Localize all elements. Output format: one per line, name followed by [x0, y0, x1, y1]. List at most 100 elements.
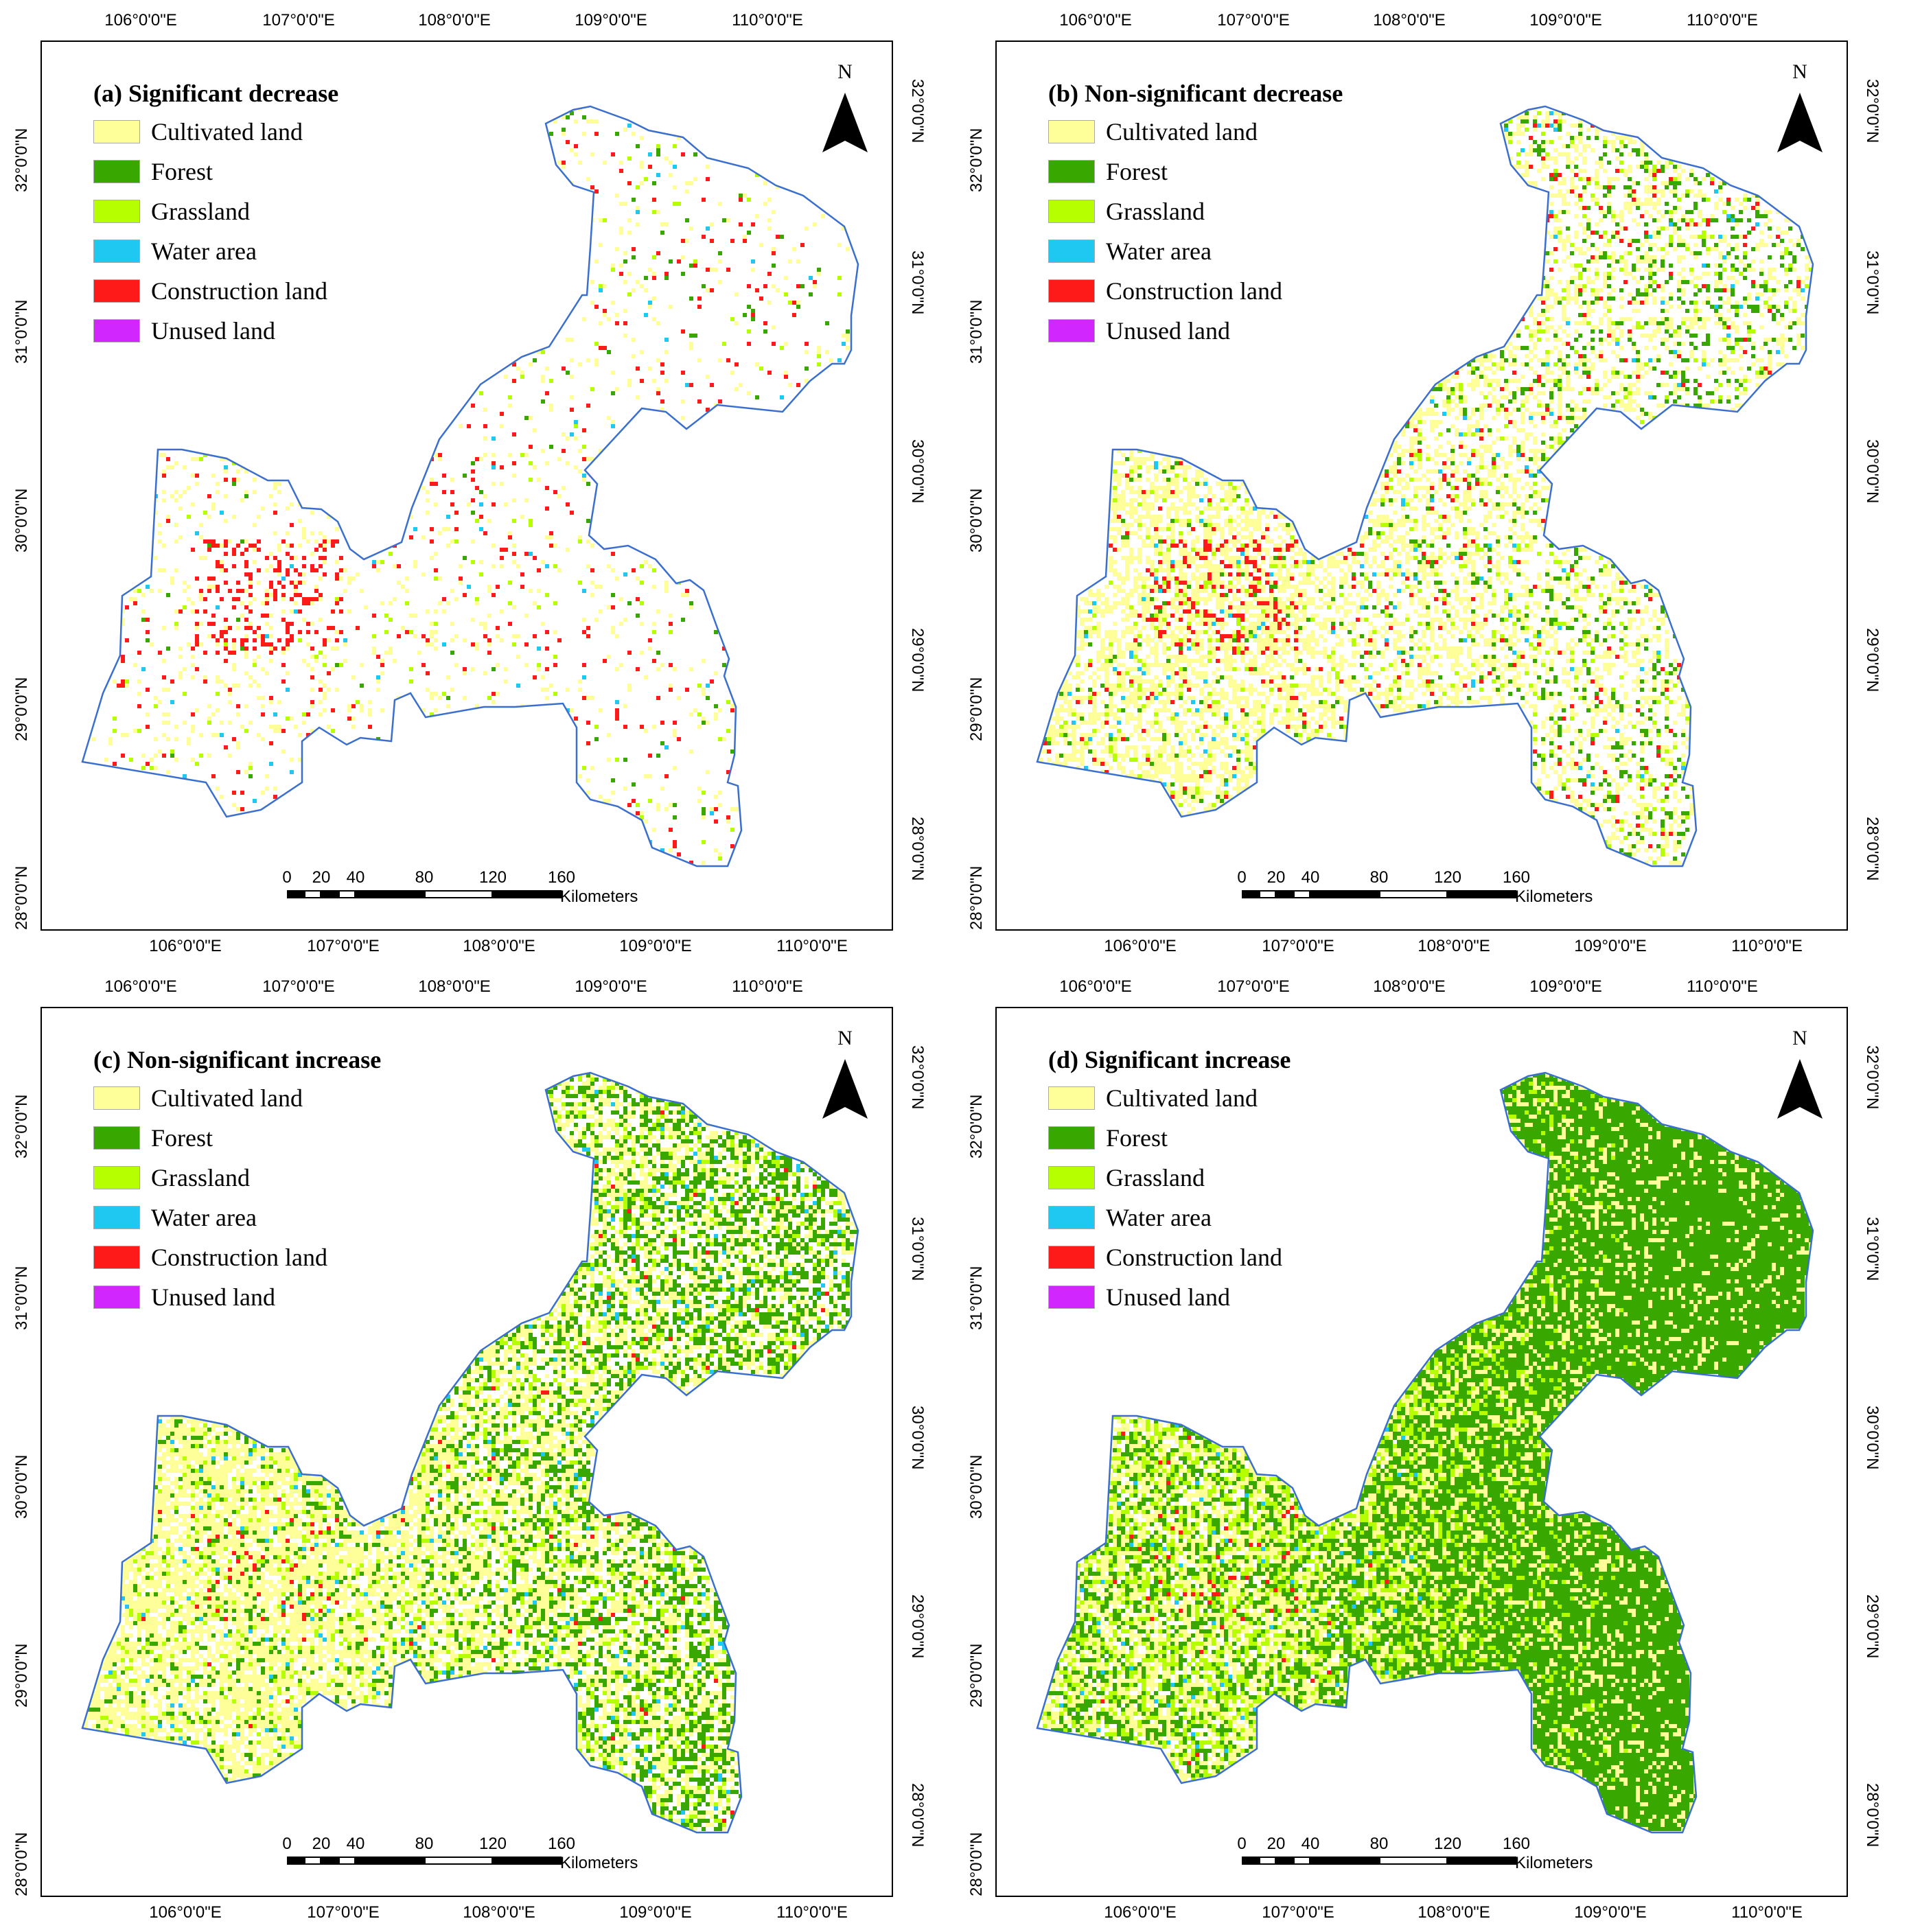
legend-label: Construction land — [1106, 277, 1282, 305]
scale-segment — [356, 1857, 424, 1865]
north-arrow-icon — [1777, 93, 1823, 152]
panel-title: (c) Non-significant increase — [93, 1045, 381, 1074]
scale-segment — [1242, 890, 1259, 898]
longitude-tick-top: 110°0'0"E — [732, 977, 803, 997]
longitude-tick-top: 109°0'0"E — [575, 977, 647, 997]
legend: (a) Significant decrease Cultivated land F… — [93, 79, 338, 351]
legend-swatch-grassland — [1048, 200, 1095, 223]
legend-swatch-forest — [1048, 1126, 1095, 1150]
north-letter: N — [821, 62, 869, 82]
scale-number: 120 — [479, 1835, 507, 1854]
latitude-tick-right: 30°0'0"N — [907, 439, 927, 503]
scale-bar: 0 20 40 80 120 160 Kilometers — [1237, 868, 1593, 909]
latitude-tick-left: 29°0'0"N — [12, 677, 32, 741]
latitude-tick-left: 28°0'0"N — [12, 1832, 32, 1896]
latitude-tick-left: 29°0'0"N — [967, 677, 986, 741]
legend-item-grassland: Grassland — [1048, 191, 1343, 231]
legend-item-unused: Unused land — [1048, 1277, 1291, 1317]
longitude-tick-top: 109°0'0"E — [575, 11, 647, 30]
scale-segment — [321, 890, 338, 898]
land-change-pixels — [1039, 107, 1813, 865]
scale-unit-label: Kilometers — [1515, 1854, 1593, 1873]
legend-item-cultivated: Cultivated land — [93, 1078, 381, 1118]
map-panel-c: N 106°0'0"E 107°0'0"E 108°0'0"E 109°0'0"E 110… — [0, 966, 954, 1932]
latitude-tick-left: 30°0'0"N — [12, 1455, 32, 1519]
scale-number: 160 — [548, 868, 575, 887]
scale-number: 40 — [1301, 868, 1320, 887]
scale-number: 20 — [312, 868, 331, 887]
legend-item-grassland: Grassland — [93, 1158, 381, 1198]
longitude-tick-bottom: 109°0'0"E — [1574, 937, 1646, 956]
scale-segment — [1259, 890, 1276, 898]
legend-swatch-water — [1048, 1206, 1095, 1229]
north-letter: N — [1776, 1028, 1824, 1049]
north-letter: N — [821, 1028, 869, 1049]
land-change-pixels — [1039, 1073, 1813, 1831]
scale-segment — [356, 890, 424, 898]
legend-item-cultivated: Cultivated land — [93, 112, 338, 152]
legend-item-cultivated: Cultivated land — [1048, 112, 1343, 152]
latitude-tick-right: 32°0'0"N — [1862, 1045, 1882, 1109]
legend-item-construction: Construction land — [1048, 271, 1343, 311]
panel-title: (d) Significant increase — [1048, 1045, 1291, 1074]
scale-number: 40 — [347, 868, 365, 887]
scale-number: 120 — [1434, 1835, 1461, 1854]
north-arrow-icon — [822, 93, 868, 152]
scale-number: 80 — [1370, 868, 1389, 887]
longitude-tick-top: 107°0'0"E — [262, 977, 334, 997]
scale-segment — [338, 1857, 356, 1865]
legend-swatch-water — [93, 240, 140, 263]
scale-bar: 0 20 40 80 120 160 Kilometers — [282, 868, 638, 909]
scale-number: 0 — [1237, 1835, 1246, 1854]
longitude-tick-top: 107°0'0"E — [262, 11, 334, 30]
legend-item-grassland: Grassland — [1048, 1158, 1291, 1198]
scale-number: 20 — [1267, 1835, 1286, 1854]
scale-number: 80 — [1370, 1835, 1389, 1854]
legend-label: Grassland — [151, 1163, 250, 1192]
latitude-tick-right: 30°0'0"N — [907, 1406, 927, 1469]
legend-swatch-cultivated — [1048, 120, 1095, 143]
legend-item-forest: Forest — [93, 152, 338, 191]
scale-unit-label: Kilometers — [560, 1854, 638, 1873]
legend-item-unused: Unused land — [1048, 311, 1343, 351]
latitude-tick-left: 32°0'0"N — [12, 128, 32, 192]
legend-item-construction: Construction land — [93, 271, 338, 311]
map-canvas — [41, 40, 893, 931]
scale-number: 80 — [415, 868, 434, 887]
latitude-tick-right: 29°0'0"N — [1862, 1594, 1882, 1658]
scale-number: 160 — [1503, 868, 1530, 887]
longitude-tick-bottom: 109°0'0"E — [619, 937, 691, 956]
longitude-tick-bottom: 107°0'0"E — [307, 1903, 379, 1922]
legend-swatch-cultivated — [93, 1086, 140, 1110]
north-label: N — [1776, 62, 1824, 82]
legend-swatch-unused — [1048, 1285, 1095, 1309]
chongqing-boundary — [81, 1071, 859, 1834]
longitude-tick-bottom: 108°0'0"E — [1418, 1903, 1490, 1922]
map-canvas — [995, 1007, 1848, 1897]
legend-label: Construction land — [151, 1243, 327, 1272]
scale-number: 40 — [347, 1835, 365, 1854]
longitude-tick-bottom: 108°0'0"E — [1418, 937, 1490, 956]
scale-segment — [287, 890, 304, 898]
latitude-tick-left: 30°0'0"N — [967, 1455, 986, 1519]
scale-bar: 0 20 40 80 120 160 Kilometers — [1237, 1835, 1593, 1876]
scale-segment — [1259, 1857, 1276, 1865]
latitude-tick-right: 31°0'0"N — [1862, 251, 1882, 314]
longitude-tick-top: 108°0'0"E — [418, 11, 490, 30]
legend-item-water: Water area — [1048, 1198, 1291, 1237]
scale-segment — [1448, 1857, 1516, 1865]
legend: (d) Significant increase Cultivated land F… — [1048, 1045, 1291, 1317]
legend-label: Grassland — [151, 197, 250, 226]
longitude-tick-bottom: 110°0'0"E — [776, 937, 848, 956]
legend-label: Forest — [1106, 157, 1168, 186]
chongqing-boundary — [1036, 1071, 1814, 1834]
map-panel-b: N 106°0'0"E 107°0'0"E 108°0'0"E 109°0'0"E 110… — [955, 0, 1909, 966]
legend-label: Water area — [1106, 237, 1212, 266]
longitude-tick-top: 108°0'0"E — [1373, 11, 1445, 30]
legend-swatch-forest — [1048, 160, 1095, 183]
panel-title: (a) Significant decrease — [93, 79, 338, 108]
scale-number: 20 — [1267, 868, 1286, 887]
latitude-tick-left: 29°0'0"N — [12, 1644, 32, 1708]
legend-item-forest: Forest — [93, 1118, 381, 1158]
longitude-tick-top: 108°0'0"E — [418, 977, 490, 997]
